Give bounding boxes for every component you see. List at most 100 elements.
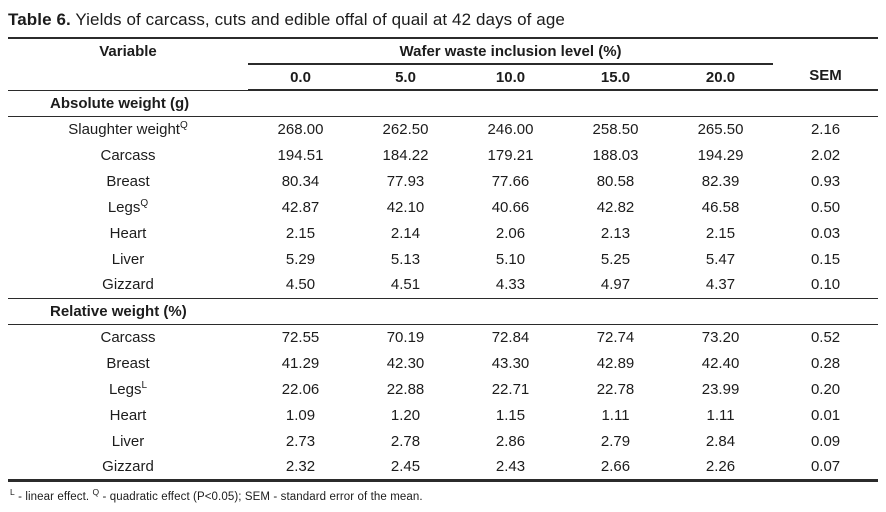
- table-row: Gizzard 4.50 4.51 4.33 4.97 4.37 0.10: [8, 272, 878, 298]
- row-label: Heart: [109, 406, 147, 424]
- footnote: L - linear effect. Q - quadratic effect …: [10, 486, 423, 503]
- value-cell: 1.09: [285, 406, 316, 424]
- table-title: Table 6. Yields of carcass, cuts and edi…: [8, 8, 878, 32]
- value-cell: 72.74: [596, 328, 635, 346]
- section-row: Relative weight (%): [8, 297, 879, 325]
- value-cell: 179.21: [487, 146, 534, 164]
- value-cell: 5.47: [705, 250, 736, 268]
- col-header-level: 15.0: [563, 64, 668, 91]
- value-cell: 72.84: [491, 328, 530, 346]
- table-row: Slaughter weightQ 268.00 262.50 246.00 258.5…: [8, 116, 878, 142]
- row-label: LegsL: [108, 379, 148, 398]
- value-cell: 73.20: [701, 328, 740, 346]
- value-cell: 22.71: [491, 380, 530, 398]
- value-cell: 2.84: [705, 432, 736, 450]
- footnote-superscript: Q: [92, 486, 100, 497]
- value-cell: 2.15: [285, 224, 316, 242]
- value-cell: 2.66: [600, 457, 631, 475]
- col-header-level: 0.0: [248, 64, 353, 91]
- value-cell: 4.97: [600, 276, 631, 294]
- value-cell: 2.45: [390, 457, 421, 475]
- col-header-inclusion-level: Wafer waste inclusion level (%): [248, 38, 774, 65]
- value-cell: 4.51: [390, 276, 421, 294]
- value-cell: 42.30: [386, 354, 425, 372]
- value-cell: 2.26: [705, 457, 736, 475]
- value-cell: 77.66: [491, 172, 530, 190]
- value-cell: 188.03: [592, 146, 639, 164]
- value-cell: 5.13: [390, 250, 421, 268]
- value-cell: 2.86: [495, 432, 526, 450]
- section-row: Absolute weight (g): [8, 89, 879, 117]
- value-cell: 22.78: [596, 380, 635, 398]
- value-cell: 1.11: [706, 406, 735, 424]
- value-cell: 80.58: [596, 172, 635, 190]
- value-cell: 42.82: [596, 198, 635, 216]
- value-cell: 22.88: [386, 380, 425, 398]
- value-cell: 2.13: [600, 224, 631, 242]
- table-row: Liver 2.73 2.78 2.86 2.79 2.84 0.09: [8, 428, 878, 454]
- col-header-variable: Variable: [99, 43, 157, 60]
- sem-cell: 0.20: [810, 380, 841, 398]
- footnote-superscript: L: [10, 486, 15, 497]
- table-row: Breast 41.29 42.30 43.30 42.89 42.40 0.28: [8, 350, 878, 376]
- value-cell: 82.39: [701, 172, 740, 190]
- table-row: Heart 1.09 1.20 1.15 1.11 1.11 0.01: [8, 402, 878, 428]
- row-label: Carcass: [100, 328, 156, 346]
- sem-cell: 0.09: [810, 432, 841, 450]
- value-cell: 42.10: [386, 198, 425, 216]
- col-header-level: 5.0: [353, 64, 458, 91]
- row-label: Slaughter weightQ: [68, 119, 188, 138]
- value-cell: 4.37: [705, 276, 736, 294]
- value-cell: 5.10: [495, 250, 526, 268]
- row-label: Liver: [111, 432, 145, 450]
- value-cell: 43.30: [491, 354, 530, 372]
- value-cell: 42.87: [281, 198, 320, 216]
- col-header-level: 20.0: [668, 64, 774, 91]
- effect-superscript: Q: [179, 119, 188, 131]
- table-row: Gizzard 2.32 2.45 2.43 2.66 2.26 0.07: [8, 454, 878, 480]
- value-cell: 40.66: [491, 198, 530, 216]
- value-cell: 41.29: [281, 354, 320, 372]
- row-label: Carcass: [100, 146, 156, 164]
- row-label: Breast: [106, 354, 150, 372]
- table-row: Carcass 194.51 184.22 179.21 188.03 194.29 2.0…: [8, 142, 878, 168]
- value-cell: 1.15: [495, 406, 526, 424]
- value-cell: 2.15: [705, 224, 736, 242]
- value-cell: 194.51: [277, 146, 324, 164]
- row-label: Liver: [111, 250, 145, 268]
- sem-cell: 0.07: [810, 457, 841, 475]
- value-cell: 2.79: [600, 432, 631, 450]
- value-cell: 46.58: [701, 198, 740, 216]
- data-table: Variable Wafer waste inclusion level (%)…: [8, 37, 879, 482]
- value-cell: 265.50: [697, 120, 744, 138]
- value-cell: 80.34: [281, 172, 320, 190]
- value-cell: 246.00: [487, 120, 534, 138]
- row-label: LegsQ: [107, 197, 149, 216]
- value-cell: 194.29: [697, 146, 744, 164]
- value-cell: 23.99: [701, 380, 740, 398]
- table-row: Heart 2.15 2.14 2.06 2.13 2.15 0.03: [8, 220, 878, 246]
- row-label: Breast: [106, 172, 150, 190]
- value-cell: 2.06: [495, 224, 526, 242]
- value-cell: 1.11: [601, 406, 630, 424]
- header-row-top: Variable Wafer waste inclusion level (%)…: [8, 38, 879, 91]
- value-cell: 5.29: [285, 250, 316, 268]
- section-header: Absolute weight (g): [8, 89, 879, 117]
- row-label: Gizzard: [102, 276, 154, 294]
- table-title-text: Yields of carcass, cuts and edible offal…: [70, 10, 565, 29]
- value-cell: 184.22: [382, 146, 429, 164]
- sem-cell: 0.01: [810, 406, 841, 424]
- value-cell: 22.06: [281, 380, 320, 398]
- table-row: LegsL 22.06 22.88 22.71 22.78 23.99 0.20: [8, 376, 878, 402]
- sem-cell: 0.10: [810, 276, 841, 294]
- col-header-level: 10.0: [458, 64, 563, 91]
- table-row: LegsQ 42.87 42.10 40.66 42.82 46.58 0.50: [8, 194, 878, 220]
- table-header: Variable Wafer waste inclusion level (%)…: [8, 38, 879, 91]
- sem-cell: 0.93: [810, 172, 841, 190]
- value-cell: 77.93: [386, 172, 425, 190]
- row-label: Gizzard: [102, 457, 154, 475]
- value-cell: 72.55: [281, 328, 320, 346]
- effect-superscript: L: [141, 379, 148, 391]
- table-row: Carcass 72.55 70.19 72.84 72.74 73.20 0.52: [8, 324, 878, 350]
